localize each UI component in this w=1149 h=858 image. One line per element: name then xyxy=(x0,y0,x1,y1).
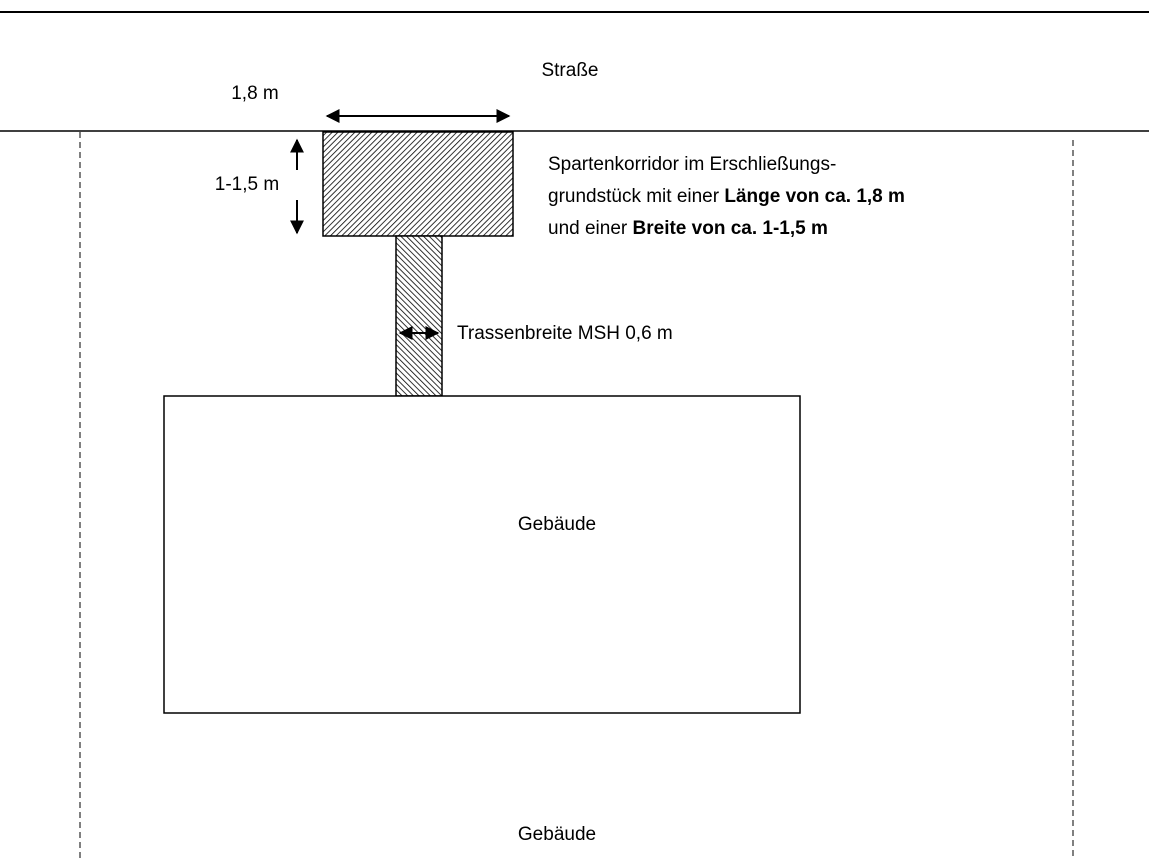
trench xyxy=(395,235,443,397)
width-label: 1-1,5 m xyxy=(215,174,279,195)
lower-area-label: Gebäude xyxy=(518,824,596,845)
description-bold: Breite von ca. 1-1,5 m xyxy=(633,218,828,239)
description-bold: Länge von ca. 1,8 m xyxy=(724,186,905,207)
description: Spartenkorridor im Erschließungs- grunds… xyxy=(548,154,931,239)
length-label: 1,8 m xyxy=(231,83,279,104)
trench-label: Trassenbreite MSH 0,6 m xyxy=(457,323,673,344)
description-line: grundstück mit einer xyxy=(548,186,724,207)
corridor-area xyxy=(322,131,514,237)
description-line: Spartenkorridor im Erschließungs- xyxy=(548,154,836,175)
building xyxy=(163,395,801,714)
road-label: Straße xyxy=(541,60,598,81)
building-label: Gebäude xyxy=(518,514,596,535)
description-line: und einer xyxy=(548,218,633,239)
